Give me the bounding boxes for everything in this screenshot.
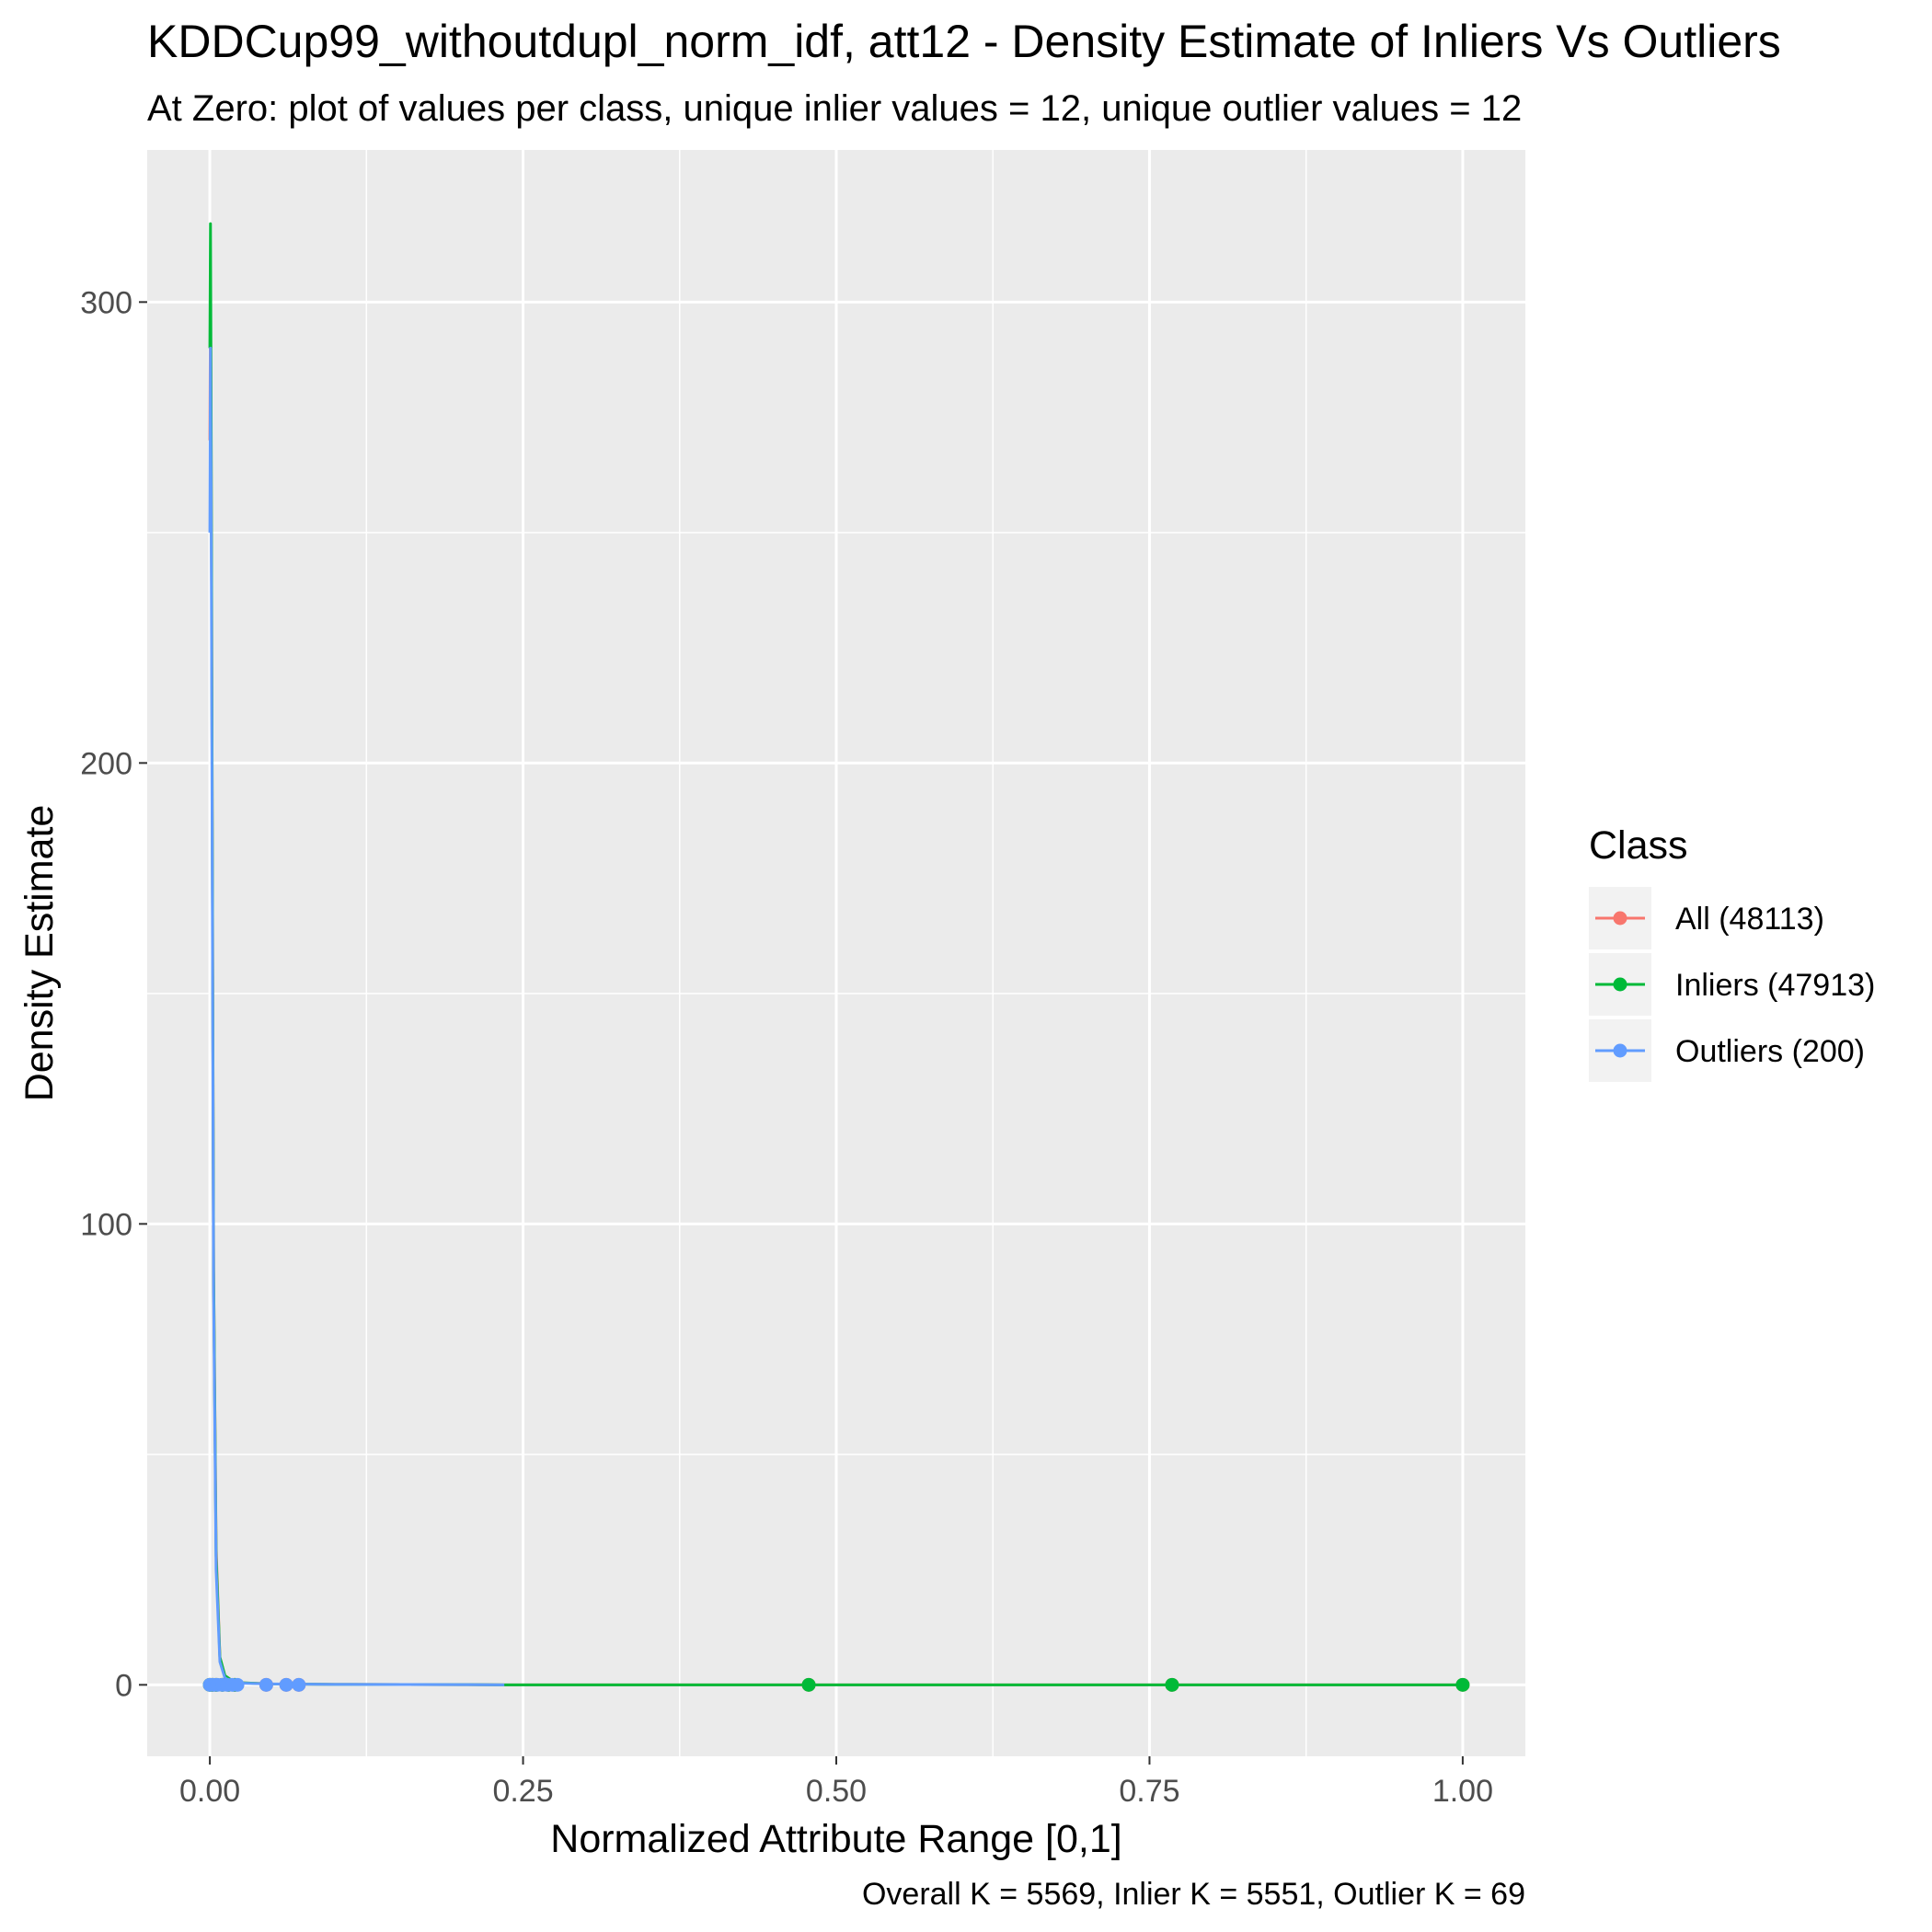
value-point-1	[801, 1677, 816, 1692]
x-tick-label: 0.75	[1119, 1774, 1179, 1809]
value-point-1	[1455, 1677, 1470, 1692]
y-axis-title: Density Estimate	[17, 805, 62, 1102]
x-tick-label: 1.00	[1432, 1774, 1493, 1809]
y-tick-label: 200	[80, 746, 132, 781]
legend-item: All (48113)	[1589, 887, 1824, 949]
chart-subtitle: At Zero: plot of values per class, uniqu…	[147, 88, 1522, 129]
legend-key-point	[1613, 911, 1627, 926]
x-axis-title: Normalized Attribute Range [0,1]	[550, 1817, 1121, 1861]
x-tick-label: 0.25	[492, 1774, 553, 1809]
value-point-1	[1165, 1677, 1179, 1692]
y-tick-label: 100	[80, 1207, 132, 1242]
legend-key-point	[1613, 977, 1627, 992]
value-point-2	[279, 1677, 293, 1692]
legend-item: Inliers (47913)	[1589, 953, 1875, 1016]
chart-caption: Overall K = 5569, Inlier K = 5551, Outli…	[862, 1877, 1525, 1912]
value-point-2	[259, 1677, 273, 1692]
density-lines	[208, 222, 1463, 1686]
value-point-2	[230, 1677, 245, 1692]
x-tick-label: 0.50	[806, 1774, 867, 1809]
value-points	[202, 1677, 1470, 1692]
legend-label: All (48113)	[1675, 902, 1824, 937]
y-tick-label: 300	[80, 285, 132, 320]
value-point-2	[292, 1677, 306, 1692]
chart-title: KDDCup99_withoutdupl_norm_idf, att12 - D…	[147, 16, 1781, 67]
legend-label: Outliers (200)	[1675, 1034, 1865, 1069]
legend-key-point	[1613, 1043, 1627, 1058]
legend-item: Outliers (200)	[1589, 1019, 1865, 1082]
legend-title: Class	[1589, 823, 1688, 868]
y-axis: 0 100 200 300	[80, 285, 147, 1703]
x-tick-label: 0.00	[179, 1774, 240, 1809]
x-axis: 0.00 0.25 0.50 0.75 1.00	[179, 1756, 1493, 1809]
legend-label: Inliers (47913)	[1675, 968, 1875, 1003]
y-tick-label: 0	[115, 1668, 132, 1703]
legend: Class All (48113) Inliers (47913) Outliers…	[1589, 823, 1875, 1082]
density-line-2	[208, 346, 505, 1686]
